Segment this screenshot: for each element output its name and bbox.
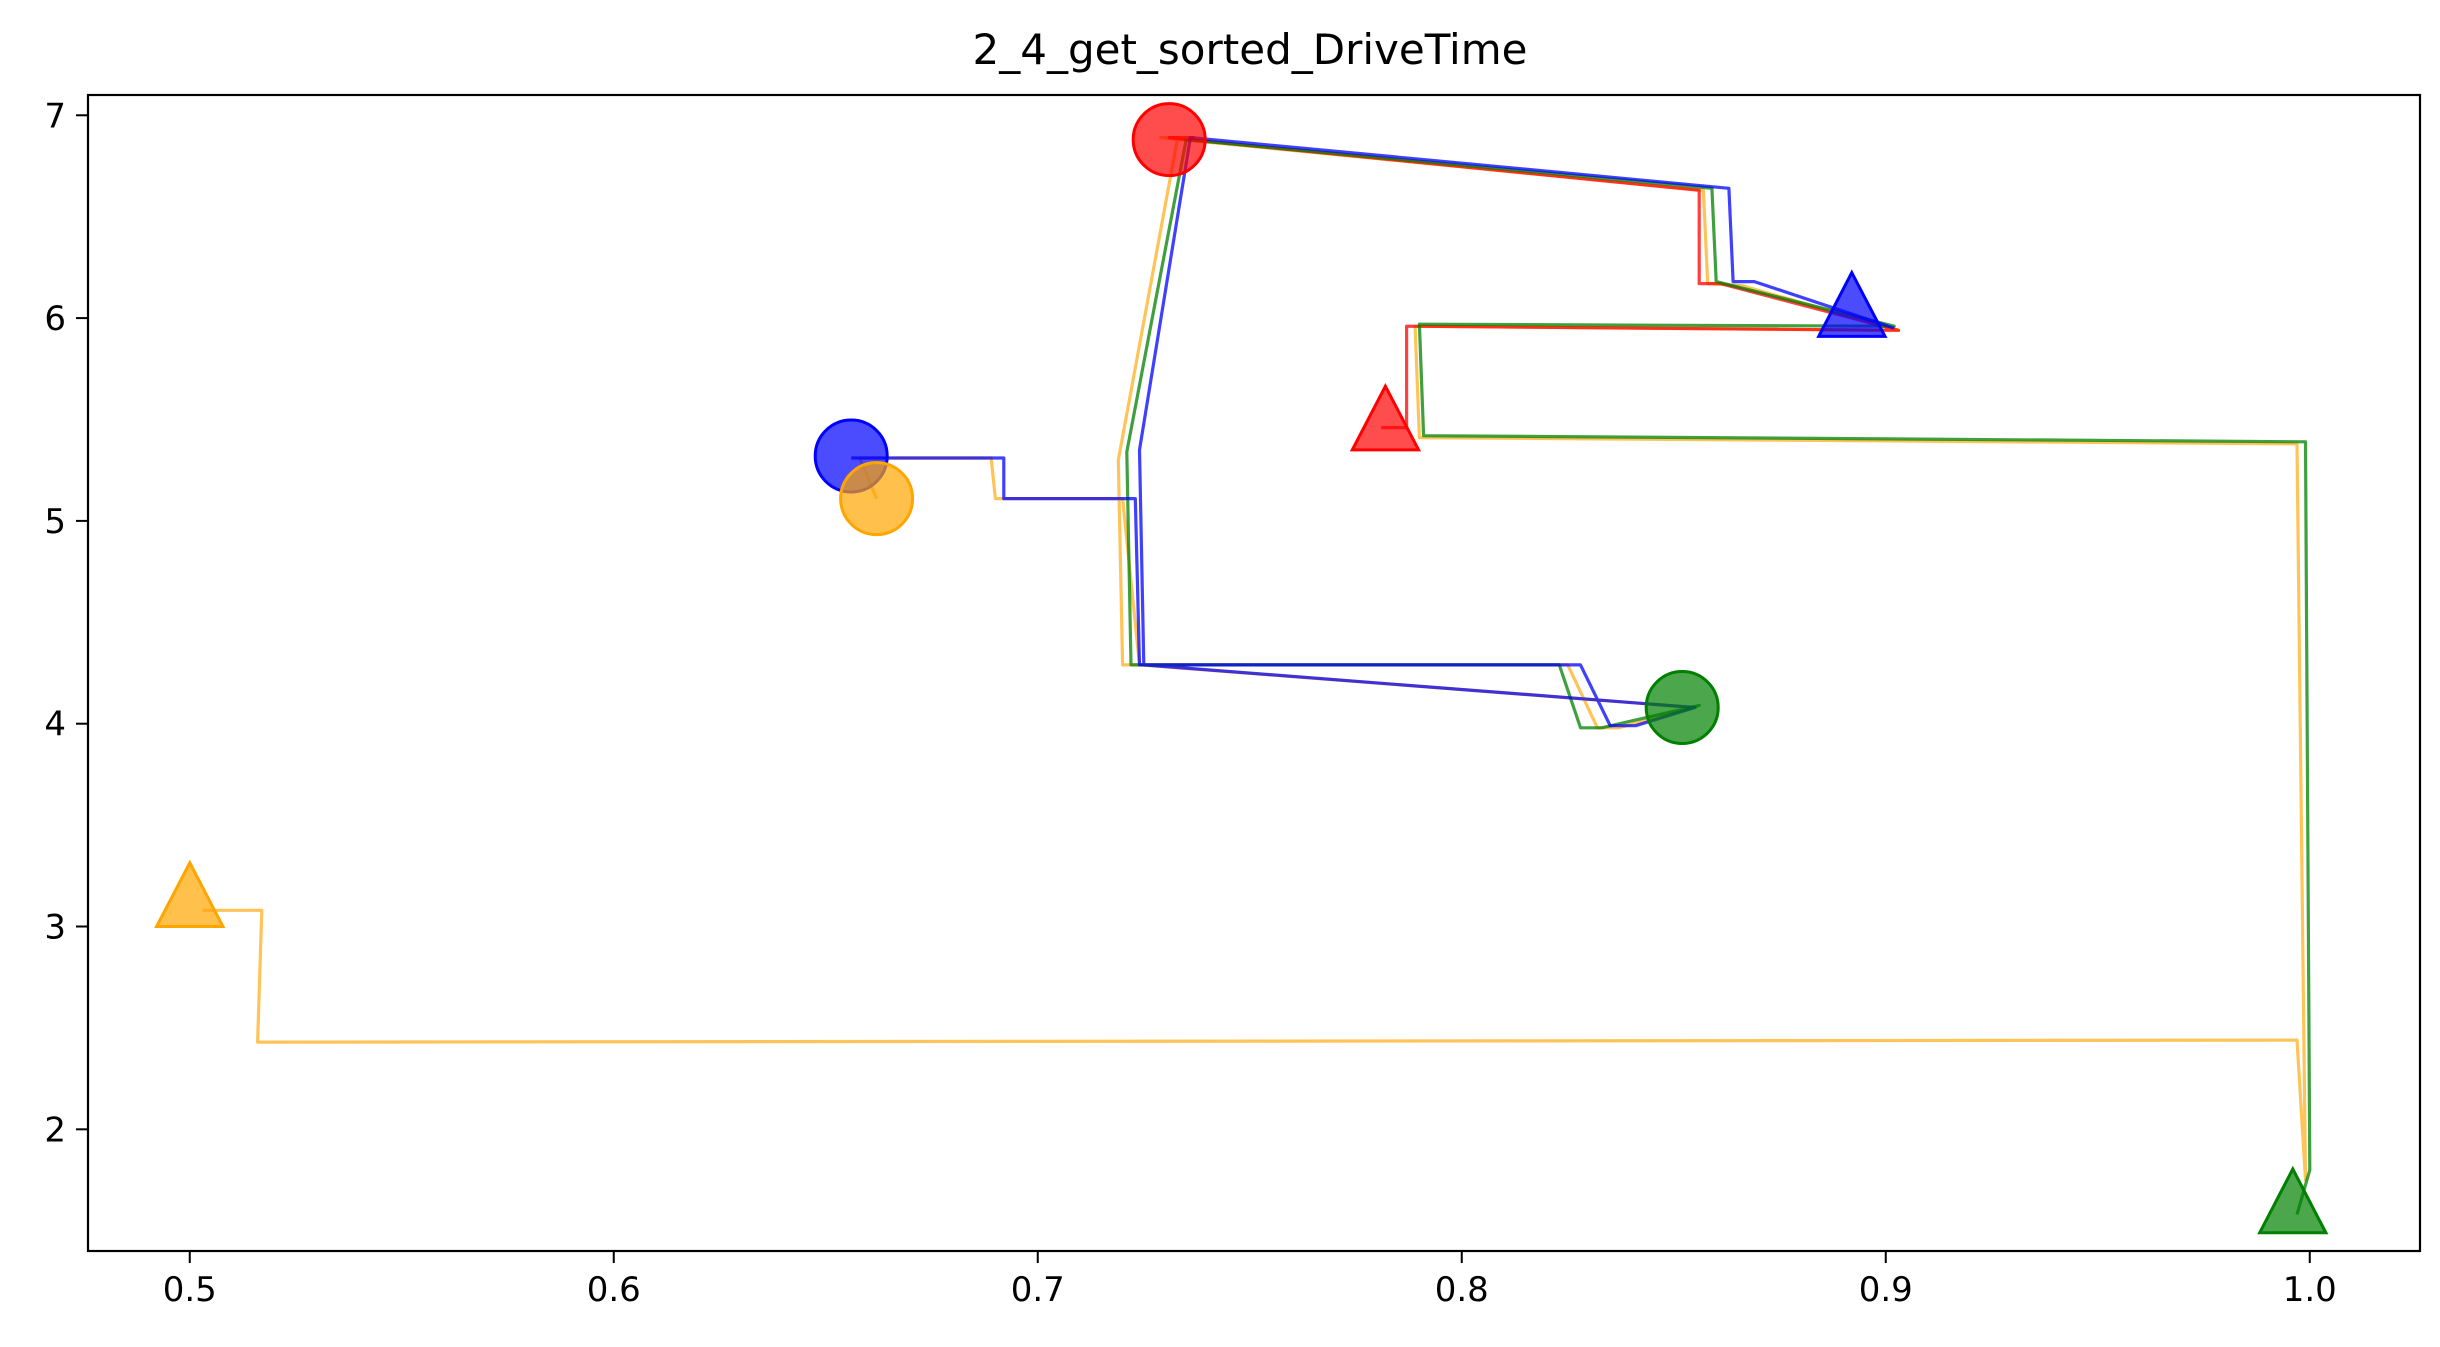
start-marker-green <box>1644 670 1720 745</box>
end-marker-orange <box>154 859 226 928</box>
route-line-green <box>1125 138 2312 1215</box>
x-tick-label: 0.7 <box>1011 1270 1065 1310</box>
y-tick-label: 7 <box>44 96 66 136</box>
start-marker-orange <box>839 461 915 537</box>
y-tick-label: 2 <box>44 1110 66 1150</box>
y-tick-label: 6 <box>44 299 66 339</box>
end-marker-green <box>2257 1165 2329 1235</box>
end-marker-red <box>1349 382 1422 452</box>
y-tick-label: 5 <box>44 502 66 542</box>
y-axis: 2 3 4 5 6 7 <box>44 96 88 1150</box>
plot-frame <box>86 93 2422 1253</box>
y-tick-label: 3 <box>44 908 66 948</box>
chart-title: 2_4_get_sorted_DriveTime <box>973 25 1528 74</box>
x-tick-label: 0.5 <box>163 1270 217 1310</box>
end-marker-blue <box>1816 269 1888 338</box>
marker-layer <box>154 102 2329 1235</box>
x-axis: 0.5 0.6 0.7 0.8 0.9 1.0 <box>163 1251 2337 1310</box>
y-tick-label: 4 <box>44 705 66 745</box>
x-tick-label: 0.9 <box>1859 1270 1913 1310</box>
x-tick-label: 1.0 <box>2283 1270 2337 1310</box>
x-tick-label: 0.6 <box>587 1270 641 1310</box>
start-marker-red <box>1131 102 1207 178</box>
x-tick-label: 0.8 <box>1435 1270 1489 1310</box>
